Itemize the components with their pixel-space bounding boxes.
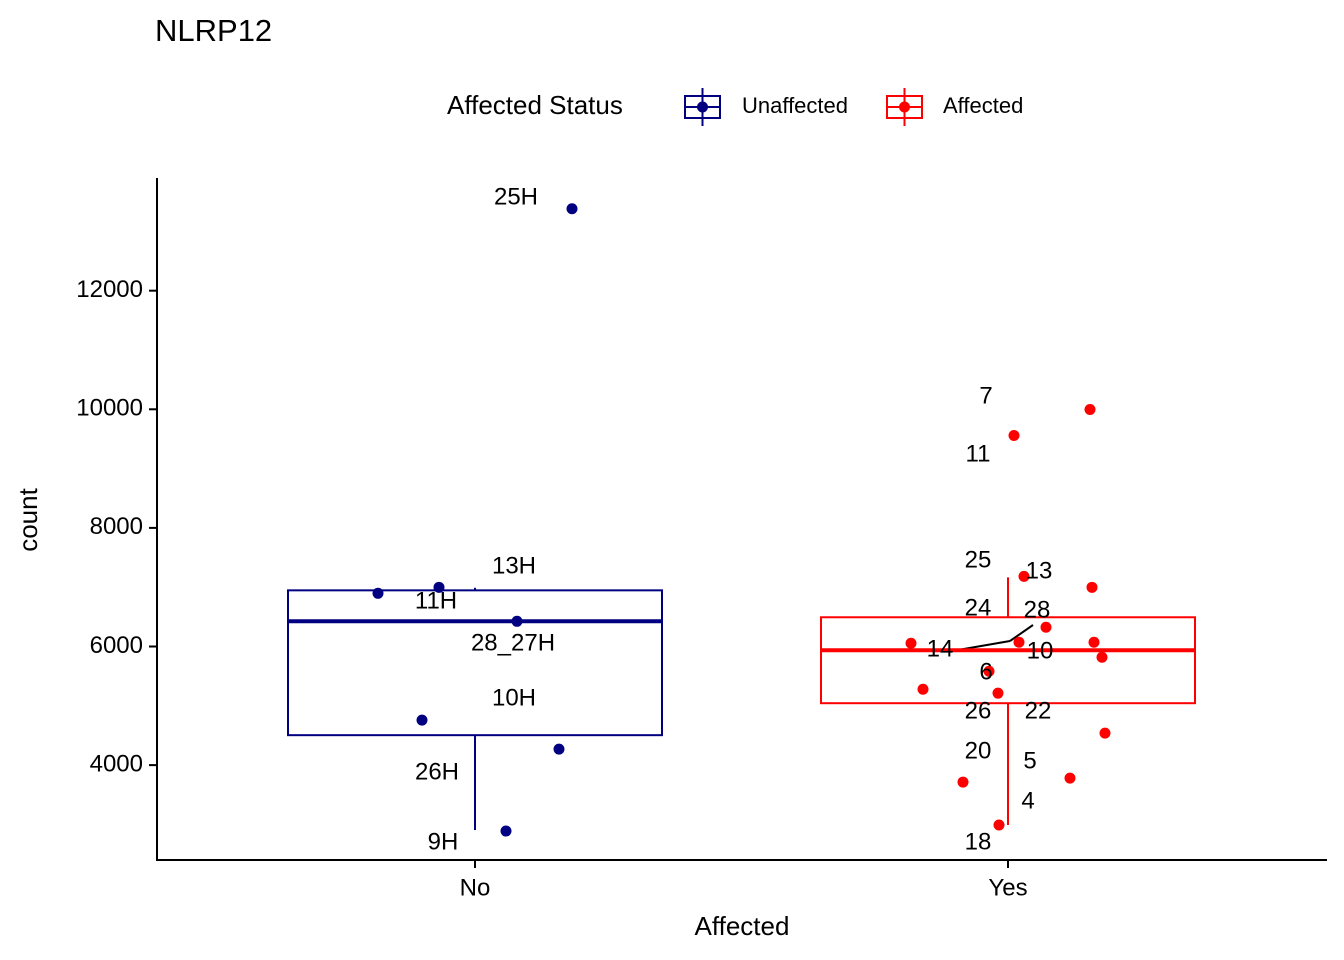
point	[1088, 636, 1100, 648]
point	[433, 581, 445, 593]
point-label: 26	[965, 697, 992, 724]
point	[553, 743, 565, 755]
y-axis-label: count	[13, 487, 43, 551]
point-label: 7	[979, 382, 992, 409]
y-tick-label: 12000	[76, 276, 143, 303]
point	[1064, 772, 1076, 784]
point-label: 13	[1026, 557, 1053, 584]
y-tick-label: 8000	[90, 513, 143, 540]
point	[1099, 727, 1111, 739]
point-label: 11H	[415, 587, 457, 614]
point	[416, 714, 428, 726]
point-label: 25H	[494, 183, 538, 210]
point	[511, 615, 523, 627]
point	[1018, 570, 1030, 582]
point-label: 25	[965, 546, 992, 573]
label-leader	[1009, 624, 1034, 642]
y-tick-label: 6000	[90, 632, 143, 659]
point	[1040, 621, 1052, 633]
point-label: 28_27H	[471, 629, 555, 656]
x-tick-label: Yes	[988, 874, 1027, 901]
point-label: 24	[965, 594, 992, 621]
point-label: 9H	[428, 828, 459, 855]
point-label: 13H	[492, 552, 536, 579]
point	[992, 687, 1004, 699]
legend-label: Affected	[943, 93, 1023, 118]
point	[1013, 636, 1025, 648]
point	[1008, 429, 1020, 441]
point-label: 10H	[492, 684, 536, 711]
point	[1086, 581, 1098, 593]
y-tick-label: 4000	[90, 750, 143, 777]
point	[957, 776, 969, 788]
x-tick-label: No	[460, 874, 491, 901]
point-label: 10	[1027, 637, 1054, 664]
point	[983, 665, 995, 677]
point	[500, 825, 512, 837]
point	[1084, 404, 1096, 416]
point	[917, 683, 929, 695]
point-label: 20	[965, 737, 992, 764]
legend-key	[697, 101, 708, 113]
point	[993, 819, 1005, 831]
point-label: 5	[1023, 747, 1036, 774]
y-tick-label: 10000	[76, 395, 143, 422]
point-label: 18	[965, 828, 992, 855]
point-label: 26H	[415, 758, 459, 785]
legend-label: Unaffected	[742, 93, 848, 118]
box	[287, 589, 663, 737]
point	[372, 587, 384, 599]
legend-key	[899, 101, 910, 113]
point-label: 6	[979, 658, 992, 685]
box	[820, 616, 1196, 705]
point-label: 4	[1021, 787, 1034, 814]
point-label: 22	[1025, 697, 1052, 724]
point	[905, 637, 917, 649]
point-label: 14	[927, 635, 954, 662]
point	[566, 203, 578, 215]
point-label: 11	[966, 440, 991, 467]
x-axis-label: Affected	[695, 911, 790, 941]
point-label: 28	[1024, 596, 1051, 623]
legend-title: Affected Status	[447, 90, 623, 120]
point	[1096, 651, 1108, 663]
chart-title: NLRP12	[155, 13, 272, 48]
